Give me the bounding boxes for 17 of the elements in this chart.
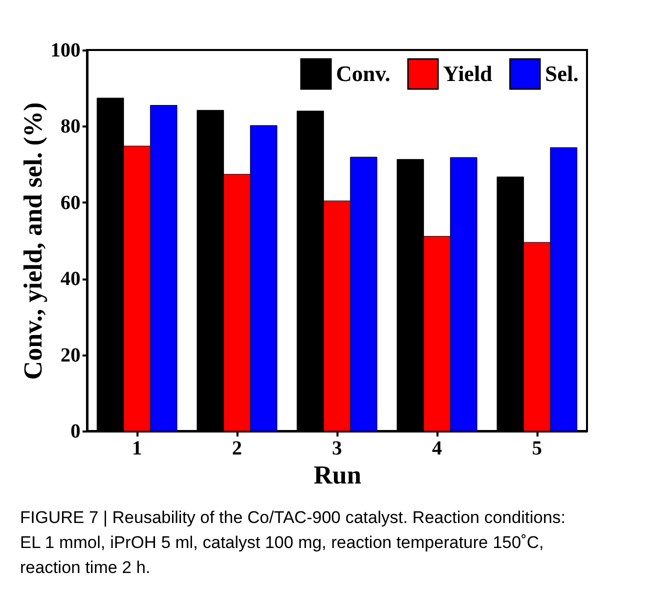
y-tick-label: 80 [60,116,80,138]
y-tick-label: 40 [60,268,80,290]
y-axis-title: Conv., yield, and sel. (%) [18,102,48,380]
x-tick-label: 4 [432,438,442,460]
x-tick-label: 5 [532,438,542,460]
x-tick-label: 1 [132,438,142,460]
legend-label: Conv. [336,61,390,86]
legend-label: Yield [443,61,492,86]
y-tick-label: 100 [50,40,80,62]
x-axis-title: Run [314,460,362,490]
x-tick-label: 3 [332,438,342,460]
y-tick-label: 20 [60,344,80,366]
legend-label: Sel. [545,61,579,86]
caption: FIGURE 7 | Reusability of the Co/TAC-900 catalyst. Reaction conditions: EL 1 mmol, iPrOH 5 ml, catalyst 100 mg, reaction temperature 150˚C, reaction time 2 h. [20,508,566,577]
y-tick-label: 0 [70,420,80,442]
x-tick-label: 2 [232,438,242,460]
y-tick-label: 60 [60,192,80,214]
